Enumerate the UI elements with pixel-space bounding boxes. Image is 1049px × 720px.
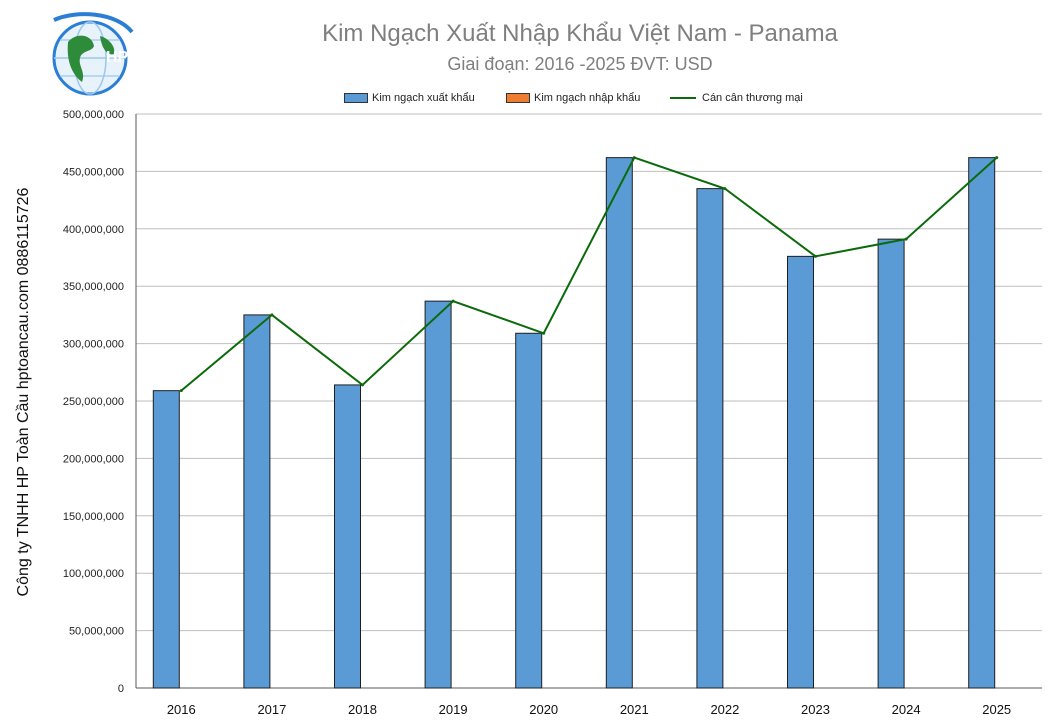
y-tick-label: 500,000,000: [63, 109, 124, 121]
y-tick-label: 450,000,000: [63, 166, 124, 178]
bar-export: [424, 300, 452, 689]
x-tick-label: 2024: [892, 702, 921, 717]
x-tick-label: 2022: [710, 702, 739, 717]
y-tick-label: 50,000,000: [69, 626, 124, 638]
balance-point: [542, 331, 546, 335]
bar-export: [877, 238, 905, 689]
bar-export: [515, 332, 543, 689]
x-tick-label: 2021: [620, 702, 649, 717]
x-tick-label: 2018: [348, 702, 377, 717]
chart-title: Kim Ngạch Xuất Nhập Khẩu Việt Nam - Pana…: [322, 20, 838, 47]
y-tick-label: 350,000,000: [63, 281, 124, 293]
y-tick-label: 0: [118, 683, 124, 695]
x-tick-label: 2019: [439, 702, 468, 717]
balance-point: [904, 237, 908, 241]
y-tick-label: 200,000,000: [63, 453, 124, 465]
bar-export: [968, 157, 996, 689]
balance-point: [723, 187, 727, 191]
chart-subtitle: Giai đoạn: 2016 -2025 ĐVT: USD: [447, 54, 713, 74]
legend-label-balance: Cán cân thương mại: [702, 92, 803, 104]
bar-export: [696, 188, 724, 689]
legend-item-import: Kim ngạch nhập khẩu: [506, 90, 640, 106]
x-tick-label: 2016: [167, 702, 196, 717]
legend-item-balance: Cán cân thương mại: [670, 90, 803, 106]
legend-label-export: Kim ngạch xuất khẩu: [372, 92, 475, 104]
legend-item-export: Kim ngạch xuất khẩu: [344, 90, 475, 106]
bar-export: [605, 157, 633, 689]
balance-point: [814, 254, 817, 258]
bar-export: [787, 255, 814, 689]
x-tick-label: 2020: [529, 702, 558, 717]
y-tick-label: 250,000,000: [63, 396, 124, 408]
balance-point: [632, 156, 636, 160]
x-tick-label: 2025: [982, 702, 1011, 717]
balance-point: [995, 156, 999, 160]
bar-export: [243, 314, 271, 689]
x-tick-label: 2023: [801, 702, 830, 717]
bar-export: [334, 384, 361, 689]
bar-export: [152, 390, 180, 689]
company-logo: HP: [52, 12, 134, 96]
x-tick-label: 2017: [257, 702, 286, 717]
logo-text: HP: [106, 49, 129, 66]
balance-point: [179, 389, 183, 393]
y-tick-label: 150,000,000: [63, 511, 124, 523]
y-tick-label: 300,000,000: [63, 339, 124, 351]
y-tick-label: 400,000,000: [63, 224, 124, 236]
balance-line: [180, 156, 998, 392]
balance-point: [270, 313, 274, 317]
legend-swatch-import: [506, 93, 530, 103]
balance-point: [451, 299, 455, 303]
legend-line-balance: [670, 97, 696, 99]
y-tick-label: 100,000,000: [63, 568, 124, 580]
balance-point: [361, 383, 364, 387]
legend-swatch-export: [344, 93, 368, 103]
legend-label-import: Kim ngạch nhập khẩu: [534, 92, 641, 104]
